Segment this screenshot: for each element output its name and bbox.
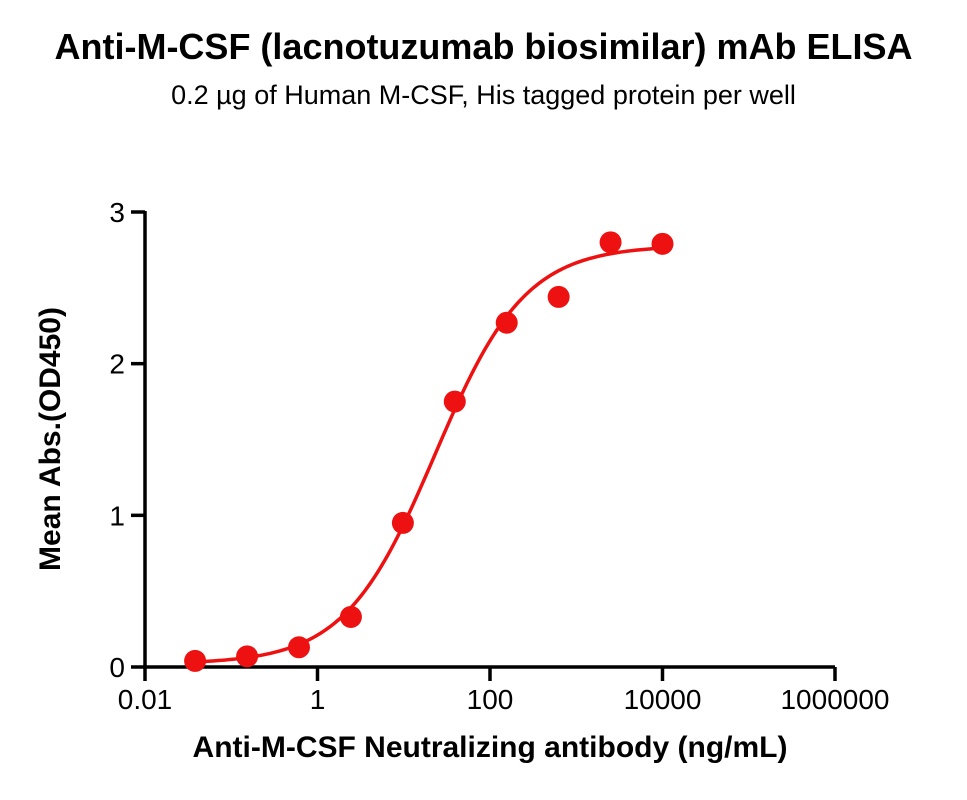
x-tick-label: 10000 xyxy=(624,684,702,715)
x-tick-label: 1000000 xyxy=(780,684,889,715)
y-axis-title: Mean Abs.(OD450) xyxy=(34,307,67,571)
y-tick-label: 3 xyxy=(109,197,125,228)
x-axis-ticks: 0.01 1 100 10000 1000000 xyxy=(118,667,890,715)
data-point xyxy=(287,636,310,659)
y-tick-label: 2 xyxy=(109,349,125,380)
data-point xyxy=(391,511,414,534)
x-tick-label: 0.01 xyxy=(118,684,173,715)
x-tick-label: 1 xyxy=(310,684,326,715)
data-point xyxy=(651,232,674,255)
chart-title: Anti-M-CSF (lacnotuzumab biosimilar) mAb… xyxy=(54,26,913,67)
axis-frame xyxy=(143,211,835,669)
data-point xyxy=(599,231,622,254)
y-tick-label: 0 xyxy=(109,652,125,683)
data-point xyxy=(547,285,570,308)
data-point xyxy=(339,605,362,628)
x-tick-label: 100 xyxy=(467,684,514,715)
y-axis-ticks: 0 1 2 3 xyxy=(109,197,145,683)
fit-curve-layer xyxy=(193,246,665,664)
x-axis-title: Anti-M-CSF Neutralizing antibody (ng/mL) xyxy=(193,731,788,764)
y-tick-label: 1 xyxy=(109,500,125,531)
data-point-layer xyxy=(184,231,674,672)
data-point xyxy=(495,311,518,334)
data-point xyxy=(236,645,259,668)
chart-subtitle: 0.2 µg of Human M-CSF, His tagged protei… xyxy=(171,80,796,110)
data-point xyxy=(184,649,207,672)
fit-curve-line xyxy=(193,246,665,664)
data-point xyxy=(443,390,466,413)
